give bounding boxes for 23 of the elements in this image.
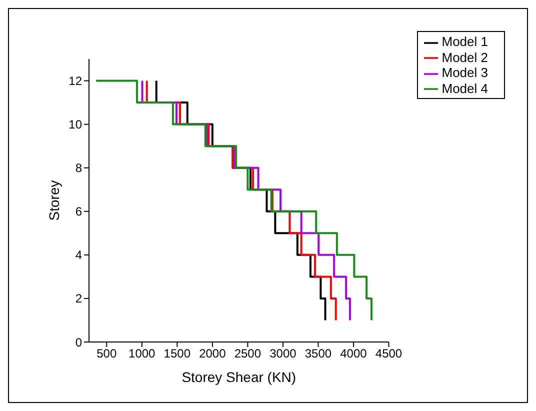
x-tick-label: 2500: [234, 346, 262, 361]
x-tick-label: 4000: [340, 346, 368, 361]
y-tick-label: 12: [68, 74, 82, 88]
legend-label: Model 4: [442, 80, 488, 96]
y-tick-label: 2: [75, 292, 82, 306]
y-tick-label: 6: [75, 204, 82, 219]
y-axis-title: Storey: [46, 180, 62, 221]
y-tick-label: 4: [75, 248, 82, 262]
x-tick-label: 3500: [304, 346, 332, 361]
y-tick-label: 0: [75, 335, 82, 350]
x-tick-label: 4500: [375, 346, 402, 361]
x-tick-label: 3000: [270, 346, 297, 361]
y-tick-label: 10: [68, 118, 82, 132]
legend-label: Model 3: [442, 65, 488, 80]
x-tick-label: 500: [96, 346, 117, 361]
line-series: [95, 80, 372, 322]
x-tick-label: 2000: [199, 346, 226, 361]
legend-label: Model 2: [442, 50, 488, 65]
x-tick-label: 1000: [128, 346, 156, 361]
legend-label: Model 1: [442, 34, 488, 49]
y-tick-label: 8: [75, 161, 82, 176]
x-tick-label: 1500: [164, 346, 191, 361]
x-axis-title: Storey Shear (KN): [182, 369, 296, 385]
